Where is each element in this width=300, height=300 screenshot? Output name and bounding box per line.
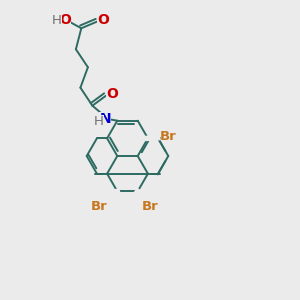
- Text: O: O: [59, 13, 71, 27]
- Text: O: O: [106, 87, 118, 101]
- Text: O: O: [97, 13, 109, 27]
- Text: Br: Br: [159, 130, 176, 143]
- Text: H: H: [94, 115, 104, 128]
- Text: H: H: [52, 14, 62, 27]
- Text: Br: Br: [141, 200, 158, 213]
- Text: N: N: [100, 112, 111, 126]
- Text: Br: Br: [91, 200, 108, 213]
